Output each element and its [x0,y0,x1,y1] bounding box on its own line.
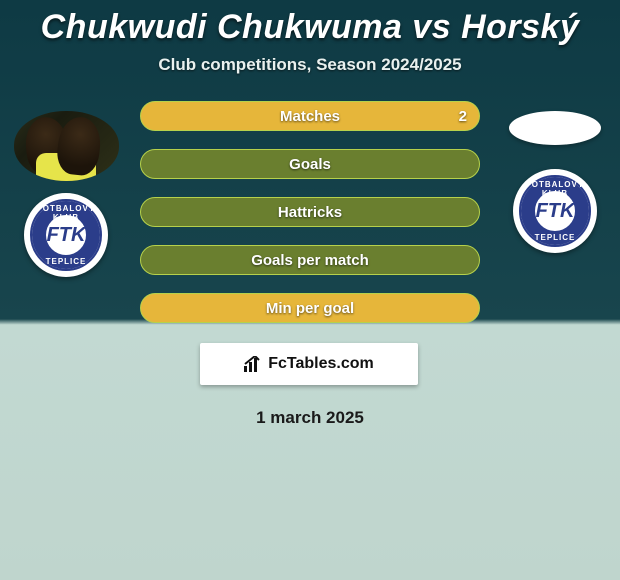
club-badge-right: FOTBALOVÝ KLUB TEPLICE FTK [513,169,597,253]
stat-row: Min per goal [140,293,480,323]
badge-ring-bottom: TEPLICE [30,257,102,266]
stat-label: Goals per match [251,252,369,269]
stat-list: Matches 2 Goals Hattricks Goals per match Min… [140,101,480,323]
stat-row: Hattricks [140,197,480,227]
page-subtitle: Club competitions, Season 2024/2025 [0,47,620,75]
watermark-label: FcTables.com [268,355,374,373]
stat-label: Min per goal [266,300,354,317]
player-photo-right-placeholder [509,111,601,145]
stat-label: Matches [280,108,340,125]
stat-label: Hattricks [278,204,342,221]
club-badge-left: FOTBALOVÝ KLUB TEPLICE FTK [24,193,108,277]
comparison-date: 1 march 2025 [0,408,620,428]
stat-label: Goals [289,156,331,173]
page-title: Chukwudi Chukwuma vs Horský [0,0,620,47]
chart-icon [244,356,264,372]
badge-ring-bottom: TEPLICE [519,233,591,242]
stat-row: Goals per match [140,245,480,275]
player-photo-left [14,111,119,181]
stat-row: Matches 2 [140,101,480,131]
stat-value: 2 [459,108,467,125]
source-watermark: FcTables.com [200,343,418,385]
left-player-column: FOTBALOVÝ KLUB TEPLICE FTK [6,111,126,277]
badge-monogram: FTK [536,200,575,223]
right-player-column: FOTBALOVÝ KLUB TEPLICE FTK [500,111,610,253]
comparison-card: Chukwudi Chukwuma vs Horský Club competi… [0,0,620,580]
badge-monogram: FTK [47,224,86,247]
stat-row: Goals [140,149,480,179]
